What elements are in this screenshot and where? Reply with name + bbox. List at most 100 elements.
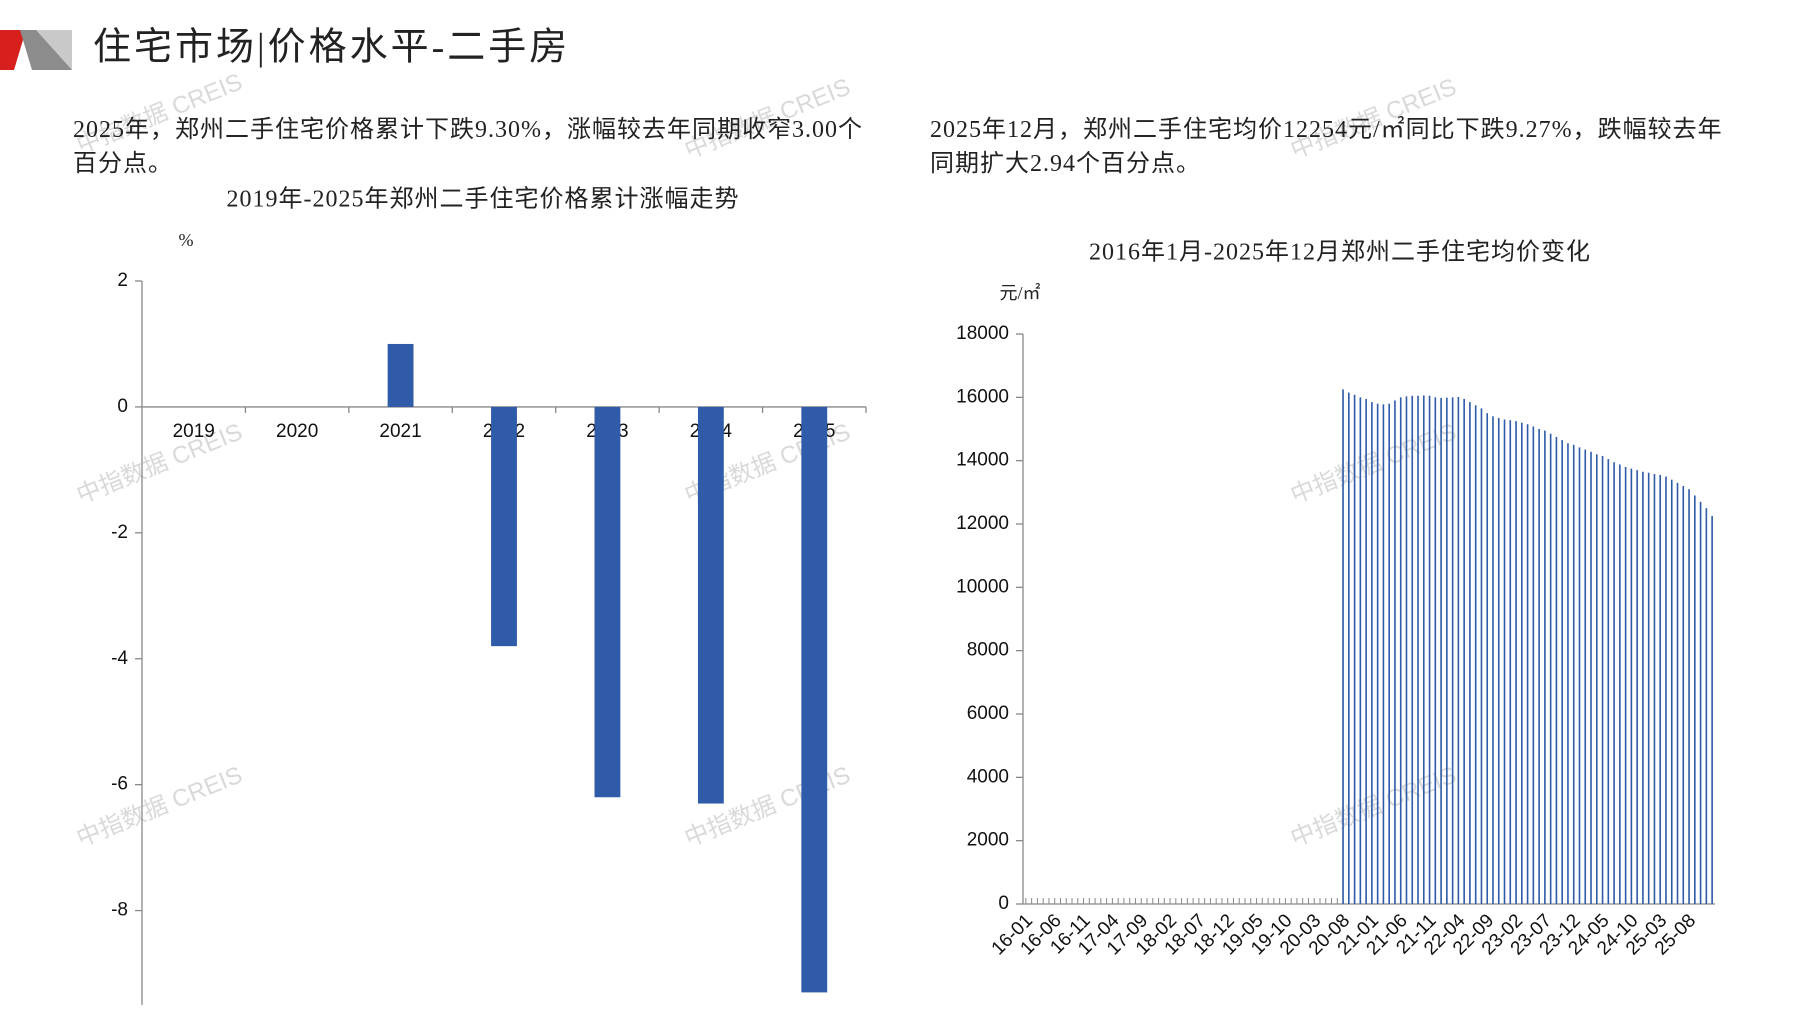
bar <box>1688 489 1690 904</box>
bar <box>1584 449 1587 904</box>
bar <box>1411 395 1414 904</box>
bar <box>1509 420 1512 904</box>
logo-light <box>36 30 72 70</box>
bar <box>1434 397 1437 904</box>
bar <box>1665 476 1667 904</box>
bar <box>1474 405 1477 904</box>
bar <box>1659 474 1662 904</box>
bar <box>1417 395 1419 904</box>
y-tick-label: 14000 <box>956 450 1009 471</box>
bar <box>1624 467 1627 904</box>
bar <box>1376 403 1379 904</box>
bar <box>1365 398 1367 904</box>
bar <box>1705 508 1708 904</box>
watermark: 中指数据 CREIS <box>1287 761 1460 852</box>
bar <box>1526 424 1529 904</box>
watermark: 中指数据 CREIS <box>73 761 246 852</box>
bar <box>1440 397 1442 904</box>
bar <box>1555 436 1558 904</box>
bar <box>1607 459 1610 904</box>
bar <box>1521 422 1523 904</box>
y-unit: % <box>179 230 194 250</box>
bar <box>1636 470 1638 904</box>
y-tick-label: 0 <box>998 893 1009 914</box>
bar <box>387 343 414 407</box>
bar <box>1601 455 1604 904</box>
bar <box>1486 413 1489 904</box>
bar <box>1711 515 1713 904</box>
bar <box>1670 479 1673 904</box>
page-title: 住宅市场|价格水平-二手房 <box>93 27 570 69</box>
bar <box>1463 398 1465 904</box>
bar <box>1342 389 1344 905</box>
y-tick-label: 2 <box>117 270 128 291</box>
y-tick-label: 16000 <box>956 386 1009 407</box>
bar <box>1446 397 1448 904</box>
x-tick-label: 2020 <box>276 421 318 442</box>
x-tick-label: 2019 <box>173 421 215 442</box>
bar <box>1647 472 1650 904</box>
bar <box>1694 495 1696 904</box>
y-tick-label: -2 <box>111 522 128 543</box>
bar <box>1613 462 1615 904</box>
bar <box>1382 404 1385 904</box>
bar <box>1497 417 1500 904</box>
bar <box>1394 400 1396 904</box>
y-tick-label: -4 <box>111 648 128 669</box>
y-tick-label: 4000 <box>967 766 1009 787</box>
bar <box>1399 397 1402 904</box>
y-tick-label: 8000 <box>967 640 1009 661</box>
bar <box>1371 402 1373 904</box>
x-tick-label: 2021 <box>379 421 421 442</box>
bar <box>1590 451 1592 904</box>
y-tick-label: 6000 <box>967 703 1009 724</box>
bar <box>1630 468 1633 904</box>
bar <box>801 406 828 993</box>
chart-title: 2019年-2025年郑州二手住宅价格累计涨幅走势 <box>227 186 740 213</box>
bar <box>1682 486 1685 904</box>
bar <box>491 406 517 647</box>
y-tick-label: -8 <box>111 900 128 921</box>
bar <box>1428 395 1431 904</box>
bar <box>1532 426 1535 904</box>
bar <box>1348 392 1350 904</box>
bar <box>1549 433 1552 904</box>
bar <box>1422 395 1425 904</box>
bar <box>1595 454 1598 904</box>
bar <box>1451 397 1454 904</box>
watermark: 中指数据 CREIS <box>73 418 246 509</box>
bar <box>1388 403 1390 904</box>
y-tick-label: 0 <box>117 396 128 417</box>
note: 2025年12月，郑州二手住宅均价12254元/㎡同比下跌9.27%，跌幅较去年… <box>930 117 1723 177</box>
watermark: 中指数据 CREIS <box>1287 418 1460 509</box>
bar <box>1538 429 1540 904</box>
bar <box>1353 394 1356 904</box>
bar <box>1561 440 1563 904</box>
bar <box>1653 473 1656 904</box>
bar <box>1572 444 1575 904</box>
y-unit: 元/㎡ <box>999 282 1040 303</box>
y-tick-label: -6 <box>111 774 128 795</box>
y-tick-label: 18000 <box>956 323 1009 344</box>
bar <box>1480 408 1483 904</box>
bar <box>1515 421 1517 904</box>
bar <box>1544 430 1546 904</box>
bar <box>1359 397 1362 904</box>
bar <box>1676 482 1679 904</box>
bar <box>1578 447 1581 904</box>
y-tick-label: 2000 <box>967 830 1009 851</box>
bar <box>1492 416 1494 904</box>
bar <box>1619 464 1621 904</box>
bar <box>1699 501 1702 904</box>
y-tick-label: 12000 <box>956 513 1009 534</box>
bar <box>1457 397 1460 904</box>
bar <box>697 406 724 804</box>
bar <box>1503 419 1506 904</box>
y-tick-label: 10000 <box>956 576 1009 597</box>
bar <box>1405 396 1408 904</box>
bar <box>594 406 621 798</box>
logo-red <box>0 30 26 70</box>
bar <box>1642 471 1644 904</box>
